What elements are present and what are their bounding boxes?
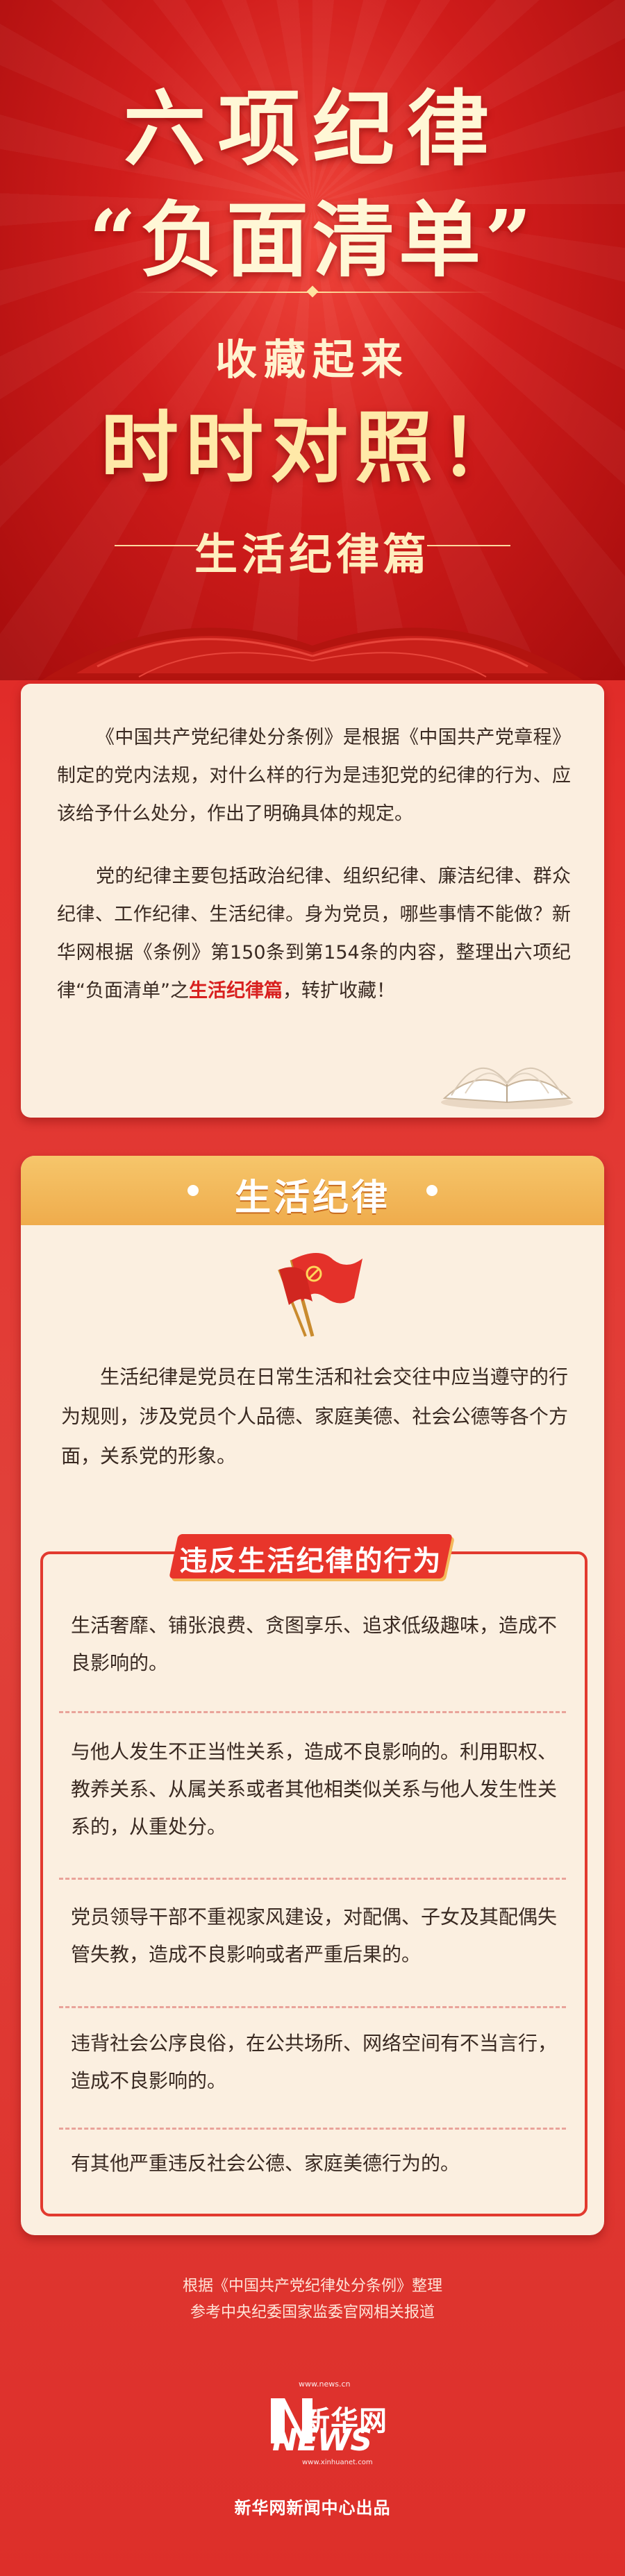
- card-header: [21, 1156, 604, 1225]
- xinhuanet-logo-mark: [271, 2398, 312, 2443]
- dashed-separator: [59, 1878, 566, 1880]
- hero-banner: 六项纪律 “负面清单” 收藏起来 时时对照！ 生活纪律篇: [0, 0, 625, 680]
- violations-list-title: 违反生活纪律的行为: [179, 1545, 442, 1577]
- section-rule-left: [115, 545, 198, 546]
- section-label: 生活纪律篇: [194, 529, 431, 580]
- logo-subtext: www.xinhuanet.com: [302, 2459, 373, 2466]
- life-discipline-card: 生活纪律 生活纪律是党员在日常生活和社会交往中应当遵守的行为规则，涉及党员个人品…: [21, 1156, 604, 2235]
- book-icon: [441, 1067, 573, 1109]
- list-item: 与他人发生不正当性关系，造成不良影响的。利用职权、教养关系、从属关系或者其他相类…: [71, 1740, 558, 1838]
- open-book-illustration: [42, 628, 583, 680]
- producer-credit: 新华网新闻中心出品: [234, 2498, 391, 2518]
- logo-text-cn: 新华网: [302, 2405, 388, 2437]
- description: 生活纪律是党员在日常生活和社会交往中应当遵守的行为规则，涉及党员个人品德、家庭美…: [61, 1365, 568, 1467]
- dashed-separator: [59, 1711, 566, 1713]
- card-title: 生活纪律: [234, 1177, 390, 1219]
- hero-title-line1: 六项纪律: [123, 81, 501, 177]
- intro-paragraph-2-end: ，转扩收藏！: [282, 980, 395, 1002]
- source-note-1: 根据《中国共产党纪律处分条例》整理: [182, 2278, 442, 2295]
- logo-url: www.news.cn: [299, 2380, 351, 2389]
- list-item: 党员领导干部不重视家风建设，对配偶、子女及其配偶失管失教，造成不良影响或者严重后…: [71, 1905, 558, 1966]
- list-item: 违背社会公序良俗，在公共场所、网络空间有不当言行，造成不良影响的。: [71, 2032, 558, 2092]
- header-dot-right: [426, 1185, 438, 1196]
- list-item: 有其他严重违反社会公德、家庭美德行为的。: [71, 2152, 460, 2175]
- intro-card: 《中国共产党纪律处分条例》是根据《中国共产党章程》制定的党内法规，对什么样的行为…: [21, 684, 604, 1118]
- source-note-2: 参考中央纪委国家监委官网相关报道: [190, 2304, 435, 2321]
- header-dot-left: [188, 1185, 199, 1196]
- violations-list-title-tag: 违反生活纪律的行为: [169, 1534, 453, 1579]
- intro-paragraph-1: 《中国共产党纪律处分条例》是根据《中国共产党章程》制定的党内法规，对什么样的行为…: [57, 727, 571, 825]
- hero-title-line2: “负面清单”: [89, 192, 536, 288]
- dashed-separator: [59, 2006, 566, 2008]
- hero-subtitle-line2: 时时对照！: [101, 403, 524, 494]
- logo-text-en: NEWS: [272, 2423, 372, 2458]
- intro-paragraph-2-text: 党的纪律主要包括政治纪律、组织纪律、廉洁纪律、群众纪律、工作纪律、生活纪律。身为…: [57, 866, 571, 1002]
- party-flag-icon: [278, 1253, 362, 1337]
- intro-paragraph-2: 党的纪律主要包括政治纪律、组织纪律、廉洁纪律、群众纪律、工作纪律、生活纪律。身为…: [57, 857, 571, 1010]
- hero-subtitle-line1: 收藏起来: [215, 336, 410, 385]
- section-rule-right: [427, 545, 510, 546]
- list-item: 生活奢靡、铺张浪费、贪图享乐、追求低级趣味，造成不良影响的。: [71, 1614, 558, 1674]
- intro-highlight: 生活纪律篇: [188, 980, 283, 1002]
- dashed-separator: [59, 2128, 566, 2130]
